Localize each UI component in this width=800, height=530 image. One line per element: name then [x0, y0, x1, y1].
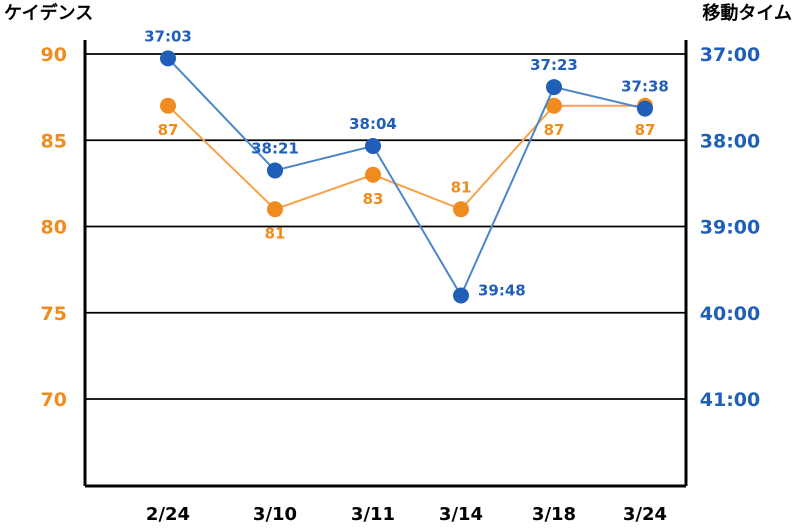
time-point: [365, 138, 381, 154]
time-data-label: 37:38: [621, 78, 669, 96]
cadence-data-label: 87: [544, 121, 565, 139]
right-tick-label: 39:00: [700, 217, 760, 239]
x-axis-ticks: 2/24 3/10 3/11 3/14 3/18 3/24: [146, 504, 667, 525]
time-point: [267, 162, 283, 179]
series-cadence: 87 81 83 81 87 87: [158, 97, 656, 242]
cadence-data-label: 81: [265, 224, 286, 242]
time-data-label: 37:03: [144, 27, 192, 45]
left-tick-label: 80: [41, 217, 67, 239]
axes: [83, 40, 688, 488]
left-tick-label: 75: [41, 303, 67, 325]
cadence-point: [267, 201, 283, 218]
time-data-label: 38:21: [251, 139, 299, 157]
cadence-data-label: 83: [363, 190, 384, 208]
left-tick-label: 90: [41, 44, 67, 66]
gridlines: [85, 53, 686, 400]
x-tick-label: 3/10: [253, 504, 297, 525]
left-axis-ticks: 90 85 80 75 70: [41, 44, 67, 411]
x-tick-label: 3/24: [623, 504, 667, 525]
x-tick-label: 3/11: [351, 504, 395, 525]
time-point: [160, 50, 176, 67]
cadence-line: [167, 104, 645, 211]
cadence-point: [453, 201, 469, 218]
cadence-point: [160, 97, 176, 114]
time-data-label: 37:23: [530, 56, 578, 74]
right-tick-label: 41:00: [700, 389, 760, 411]
time-point: [453, 287, 469, 304]
cadence-data-label: 87: [158, 121, 179, 139]
cadence-data-label: 87: [635, 121, 656, 139]
time-data-label: 39:48: [478, 282, 526, 300]
right-tick-label: 37:00: [700, 44, 760, 66]
time-point: [637, 100, 653, 117]
right-tick-label: 40:00: [700, 303, 760, 325]
cadence-data-label: 81: [451, 178, 472, 196]
x-tick-label: 2/24: [146, 504, 190, 525]
right-axis-ticks: 37:00 38:00 39:00 40:00 41:00: [700, 44, 760, 411]
time-line: [167, 57, 646, 298]
series-time: 37:03 38:21 38:04 39:48 37:23 37:38: [144, 27, 669, 304]
left-tick-label: 70: [41, 389, 67, 411]
x-tick-label: 3/18: [532, 504, 576, 525]
left-axis-title: ケイデンス: [4, 2, 93, 24]
time-data-label: 38:04: [349, 115, 397, 133]
left-tick-label: 85: [41, 130, 67, 152]
cadence-point: [365, 166, 381, 183]
right-tick-label: 38:00: [700, 130, 760, 152]
x-tick-label: 3/14: [439, 504, 483, 525]
right-axis-title: 移動タイム: [702, 2, 792, 24]
time-point: [546, 79, 562, 96]
cadence-point: [546, 97, 562, 114]
